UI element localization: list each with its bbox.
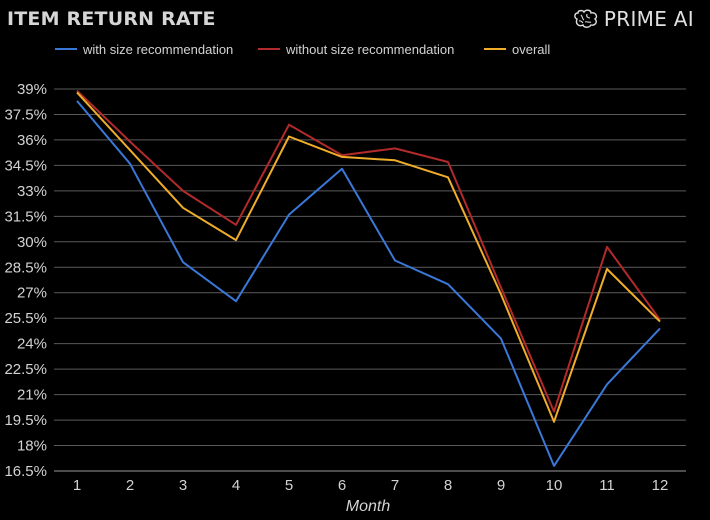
y-tick-label: 16.5% [4,463,47,480]
series-line-2 [76,89,661,413]
legend-label: overall [512,42,550,57]
chart-title: ITEM RETURN RATE [7,8,216,30]
series-line-1 [76,100,661,467]
y-tick-label: 39% [17,81,47,98]
x-axis-label: Month [346,498,391,515]
y-tick-label: 37.5% [4,106,47,123]
y-axis: 16.5% 18% 19.5% 21% 22.5% 24% 25.5% 27% 28.5% 30%… [4,81,47,480]
gridlines [54,88,686,472]
y-tick-label: 36% [17,132,47,149]
brand-logo: PRIME AI [573,7,694,31]
y-tick-label: 31.5% [4,208,47,225]
y-tick-label: 24% [17,336,47,353]
y-tick-label: 25.5% [4,310,47,327]
x-tick-label: 12 [652,477,669,494]
series-line-3 [76,91,661,423]
x-tick-label: 4 [232,477,240,494]
x-tick-label: 2 [126,477,134,494]
legend: with size recommendation without size rec… [55,42,550,57]
brain-icon [574,9,597,28]
y-tick-label: 30% [17,234,47,251]
series-lines [76,89,661,467]
legend-label: without size recommendation [285,42,454,57]
y-tick-label: 28.5% [4,259,47,276]
x-tick-label: 10 [546,477,563,494]
x-tick-label: 8 [444,477,452,494]
legend-label: with size recommendation [82,42,233,57]
y-tick-label: 18% [17,438,47,455]
y-tick-label: 33% [17,183,47,200]
y-tick-label: 34.5% [4,157,47,174]
x-tick-label: 6 [338,477,346,494]
x-axis: 1 2 3 4 5 6 7 8 9 10 11 12 [73,477,669,494]
y-tick-label: 22.5% [4,361,47,378]
x-tick-label: 7 [391,477,399,494]
y-tick-label: 27% [17,285,47,302]
y-tick-label: 19.5% [4,412,47,429]
x-tick-label: 1 [73,477,81,494]
x-tick-label: 9 [497,477,505,494]
y-tick-label: 21% [17,387,47,404]
x-tick-label: 5 [285,477,293,494]
x-tick-label: 11 [599,477,615,494]
brand-name: PRIME AI [603,7,694,31]
x-tick-label: 3 [179,477,187,494]
